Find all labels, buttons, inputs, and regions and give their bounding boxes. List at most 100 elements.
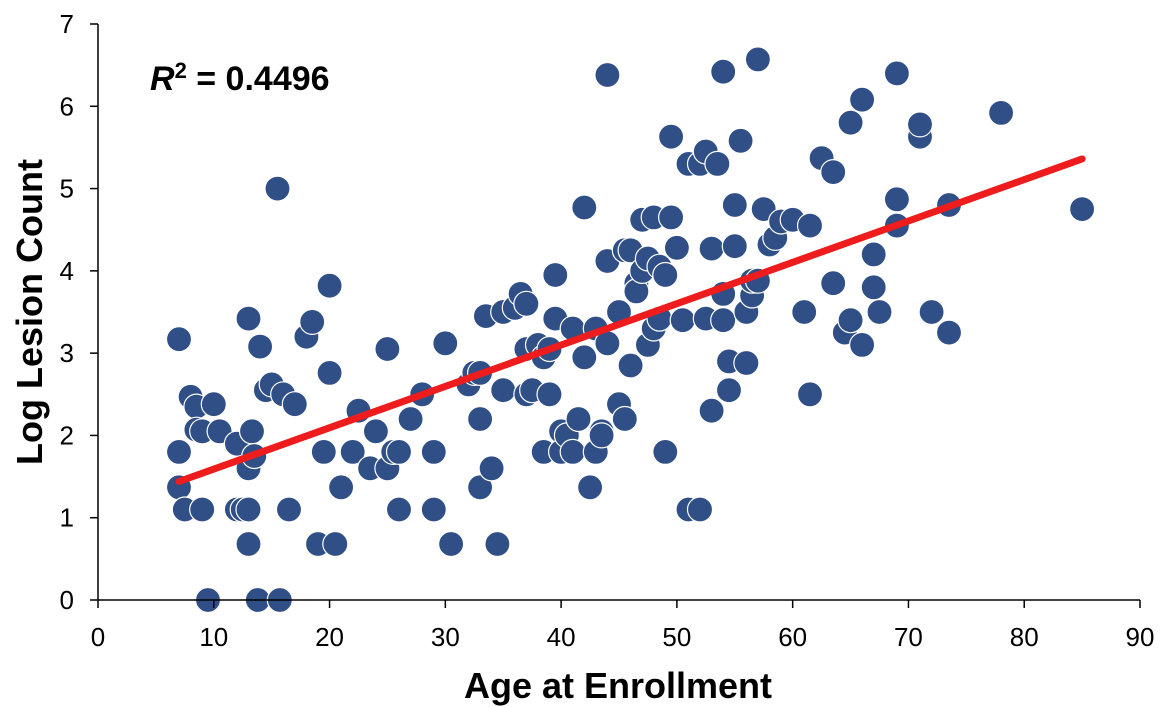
x-tick-label: 70 bbox=[894, 622, 923, 652]
data-point bbox=[165, 326, 193, 353]
data-point bbox=[652, 438, 679, 465]
data-point bbox=[710, 58, 737, 85]
data-point bbox=[264, 175, 291, 202]
r-superscript: 2 bbox=[175, 58, 187, 83]
data-point bbox=[1068, 196, 1096, 223]
y-tick-label: 2 bbox=[60, 420, 74, 450]
data-point bbox=[733, 349, 760, 377]
data-point bbox=[715, 377, 743, 404]
data-point bbox=[935, 319, 963, 346]
y-tick-label: 4 bbox=[60, 256, 74, 286]
data-point bbox=[820, 159, 847, 186]
data-point bbox=[698, 397, 725, 424]
data-point bbox=[848, 86, 876, 113]
data-point bbox=[588, 422, 615, 449]
x-tick-label: 0 bbox=[91, 622, 105, 652]
data-point bbox=[490, 377, 517, 404]
data-point bbox=[860, 274, 887, 301]
data-point bbox=[247, 333, 274, 360]
data-point bbox=[362, 418, 389, 445]
data-point bbox=[316, 359, 343, 386]
data-point bbox=[837, 307, 864, 334]
y-axis-title: Log Lesion Count bbox=[9, 159, 50, 465]
data-point bbox=[467, 405, 494, 433]
data-point bbox=[374, 335, 401, 363]
data-point bbox=[744, 46, 772, 73]
data-point bbox=[542, 261, 569, 289]
data-point bbox=[866, 298, 893, 326]
x-tick-label: 40 bbox=[547, 622, 576, 652]
data-point bbox=[385, 438, 413, 465]
x-tick-label: 90 bbox=[1126, 622, 1155, 652]
data-point bbox=[316, 272, 343, 299]
data-point bbox=[420, 438, 447, 465]
data-point bbox=[275, 496, 303, 523]
data-point bbox=[565, 405, 592, 433]
data-point bbox=[299, 308, 326, 335]
data-point bbox=[594, 61, 621, 89]
data-point bbox=[686, 496, 714, 523]
data-point bbox=[385, 496, 413, 523]
data-points bbox=[165, 46, 1096, 614]
data-point bbox=[420, 496, 447, 523]
data-point bbox=[576, 474, 604, 501]
data-point bbox=[478, 455, 505, 482]
data-point bbox=[791, 298, 818, 326]
data-point bbox=[848, 331, 876, 358]
data-point bbox=[657, 123, 685, 150]
data-point bbox=[200, 391, 227, 418]
data-point bbox=[328, 474, 355, 501]
data-point bbox=[536, 381, 563, 408]
data-point bbox=[698, 235, 725, 262]
data-point bbox=[281, 391, 308, 418]
r-squared-value: = 0.4496 bbox=[187, 60, 330, 98]
data-point bbox=[397, 405, 424, 433]
data-point bbox=[721, 233, 748, 260]
x-tick-label: 60 bbox=[778, 622, 807, 652]
x-tick-label: 50 bbox=[662, 622, 691, 652]
data-point bbox=[721, 191, 748, 219]
data-point bbox=[559, 438, 586, 465]
data-point bbox=[663, 234, 691, 261]
y-tick-label: 0 bbox=[60, 585, 74, 615]
x-tick-label: 80 bbox=[1010, 622, 1039, 652]
data-point bbox=[820, 270, 847, 297]
data-point bbox=[235, 496, 262, 523]
data-point bbox=[906, 111, 934, 138]
data-point bbox=[652, 261, 679, 289]
data-point bbox=[710, 307, 737, 334]
data-point bbox=[432, 330, 459, 357]
data-point bbox=[310, 438, 337, 465]
axes: 0 10 20 30 40 50 60 70 80 90 0 1 2 3 4 5 6 7 bbox=[60, 9, 1155, 652]
data-point bbox=[796, 381, 824, 408]
data-point bbox=[467, 474, 494, 501]
data-point bbox=[438, 530, 465, 558]
trend-line bbox=[175, 155, 1086, 486]
data-point bbox=[837, 109, 864, 136]
data-point bbox=[571, 344, 598, 371]
x-tick-label: 20 bbox=[315, 622, 344, 652]
x-tick-label: 10 bbox=[199, 622, 228, 652]
y-tick-label: 6 bbox=[60, 91, 74, 121]
y-tick-label: 1 bbox=[60, 503, 74, 533]
data-point bbox=[322, 530, 349, 558]
y-tick-label: 3 bbox=[60, 338, 74, 368]
data-point bbox=[860, 241, 887, 268]
data-point bbox=[339, 438, 366, 465]
r-squared-annotation: R2 = 0.4496 bbox=[150, 58, 330, 98]
data-point bbox=[484, 530, 511, 558]
data-point bbox=[987, 99, 1015, 127]
data-point bbox=[165, 438, 193, 465]
x-tick-label: 30 bbox=[431, 622, 460, 652]
r-symbol: R bbox=[150, 60, 175, 98]
data-point bbox=[235, 305, 262, 332]
y-tick-label: 7 bbox=[60, 9, 74, 39]
data-point bbox=[918, 298, 945, 326]
data-point bbox=[235, 530, 262, 558]
data-point bbox=[189, 496, 216, 523]
y-tick-label: 5 bbox=[60, 174, 74, 204]
data-point bbox=[513, 290, 540, 317]
data-point bbox=[727, 127, 754, 154]
data-point bbox=[238, 418, 266, 445]
